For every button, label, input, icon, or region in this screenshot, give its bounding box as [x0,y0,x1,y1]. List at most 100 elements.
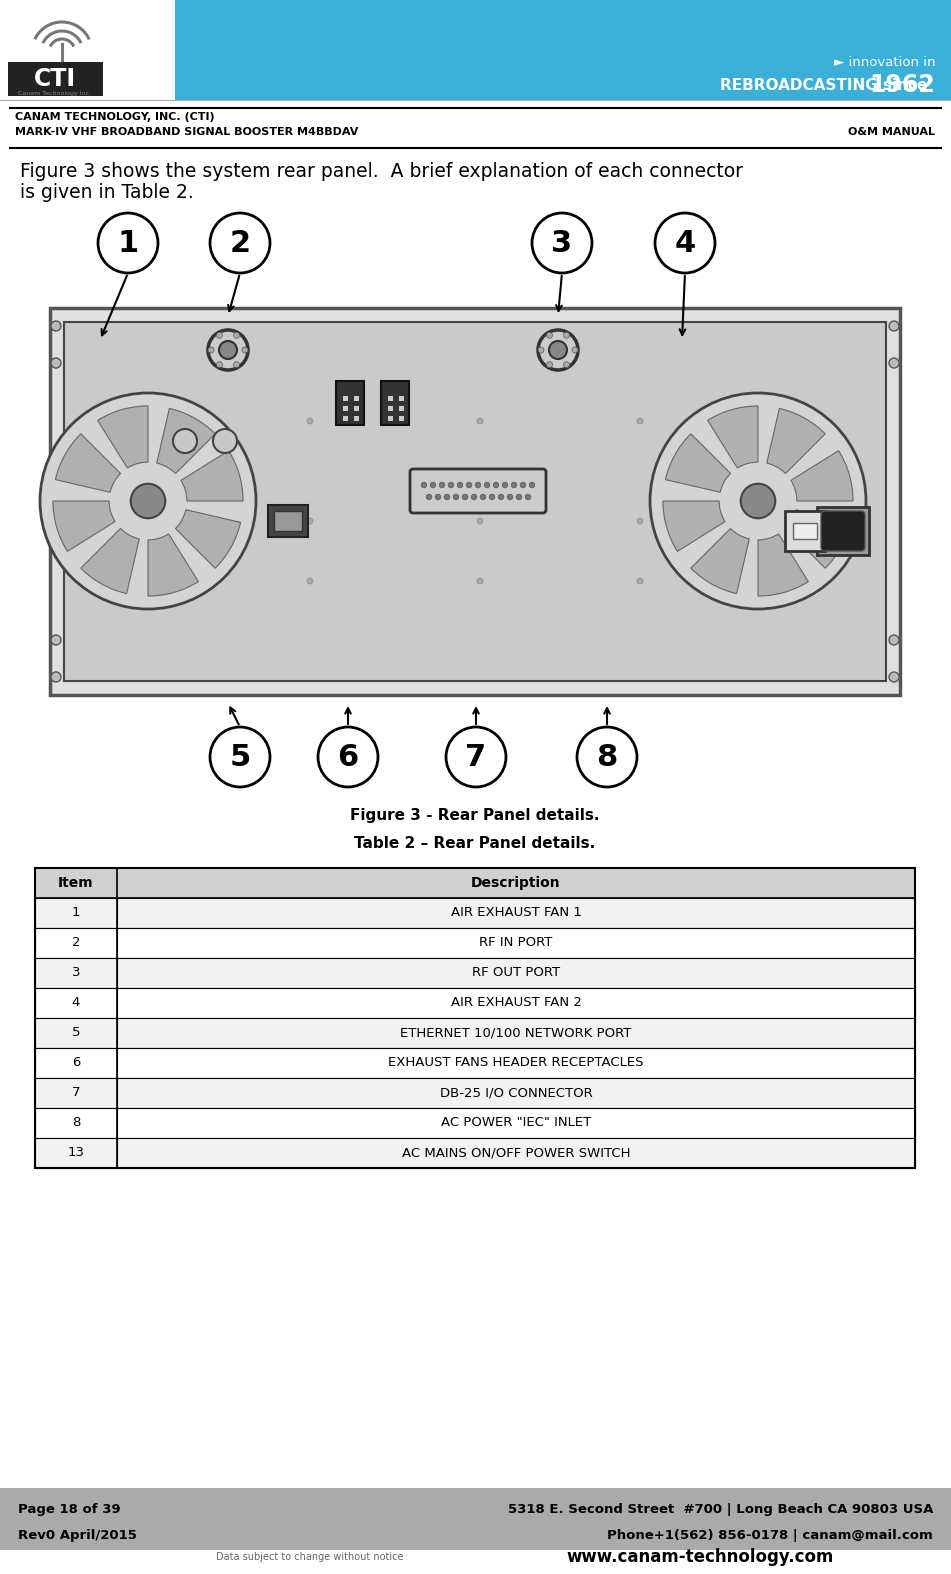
Circle shape [426,494,432,501]
Bar [381,381,409,425]
Bar [0,0,951,101]
Text: AIR EXHAUST FAN 2: AIR EXHAUST FAN 2 [451,996,581,1009]
Circle shape [130,483,165,518]
Text: MARK-IV VHF BROADBAND SIGNAL BOOSTER M4BBDAV: MARK-IV VHF BROADBAND SIGNAL BOOSTER M4B… [15,127,359,137]
Bar [268,505,308,537]
Text: 8: 8 [72,1116,80,1130]
Circle shape [454,494,458,501]
Circle shape [208,346,214,353]
Circle shape [307,578,313,584]
Circle shape [577,727,637,787]
Text: 2: 2 [229,228,250,258]
Circle shape [307,419,313,423]
Text: Page 18 of 39: Page 18 of 39 [18,1503,121,1516]
Circle shape [51,634,61,645]
Circle shape [51,672,61,682]
Circle shape [51,321,61,331]
FancyBboxPatch shape [410,469,546,513]
Circle shape [538,346,544,353]
Wedge shape [690,529,749,593]
Text: Figure 3 shows the system rear panel.  A brief explanation of each connector: Figure 3 shows the system rear panel. A … [20,162,743,181]
Circle shape [889,634,899,645]
Circle shape [444,494,450,501]
Circle shape [217,332,223,338]
Circle shape [213,430,237,453]
Bar [35,1018,915,1048]
Circle shape [564,362,570,368]
Bar [274,512,302,530]
Wedge shape [81,529,139,593]
Bar [785,512,825,551]
Bar [35,867,915,1168]
Wedge shape [53,501,115,551]
Text: 5: 5 [229,743,251,771]
Bar [8,61,103,96]
Circle shape [494,482,499,488]
Bar [0,1487,951,1550]
Bar [64,323,886,682]
Circle shape [307,518,313,524]
Text: Table 2 – Rear Panel details.: Table 2 – Rear Panel details. [355,836,595,852]
Circle shape [889,357,899,368]
Circle shape [208,331,248,370]
Circle shape [502,482,508,488]
Circle shape [637,578,643,584]
Circle shape [439,482,445,488]
Bar [35,1048,915,1078]
Circle shape [219,342,237,359]
Circle shape [446,727,506,787]
Wedge shape [708,406,758,467]
Bar [336,381,364,425]
Text: Description: Description [471,877,561,889]
Bar [35,1078,915,1108]
Text: CTI: CTI [34,68,76,91]
Text: 13: 13 [68,1146,85,1160]
Circle shape [547,332,553,338]
Bar [399,406,404,411]
Circle shape [507,494,513,501]
Text: Figure 3 - Rear Panel details.: Figure 3 - Rear Panel details. [350,807,600,823]
Circle shape [889,672,899,682]
Text: 6: 6 [338,743,359,771]
Circle shape [448,482,454,488]
Text: RF OUT PORT: RF OUT PORT [472,966,560,979]
Circle shape [525,494,531,501]
Text: 3: 3 [71,966,80,979]
Circle shape [498,494,504,501]
Circle shape [477,518,483,524]
Circle shape [421,482,427,488]
Bar [388,397,393,401]
Circle shape [512,482,516,488]
Wedge shape [666,434,730,493]
Bar [343,416,348,420]
Circle shape [457,482,463,488]
Bar [35,1138,915,1168]
Text: ► innovation in: ► innovation in [833,57,935,69]
Text: 6: 6 [72,1056,80,1069]
Circle shape [98,212,158,272]
Wedge shape [786,510,850,568]
Bar [35,1108,915,1138]
Text: Canam Technology Inc.: Canam Technology Inc. [18,90,91,96]
Text: 2: 2 [71,937,80,949]
Text: 1962: 1962 [869,72,935,98]
Circle shape [436,494,441,501]
Circle shape [741,483,775,518]
Text: DB-25 I/O CONNECTOR: DB-25 I/O CONNECTOR [439,1086,592,1100]
Wedge shape [791,450,853,501]
Text: AC POWER "IEC" INLET: AC POWER "IEC" INLET [441,1116,592,1130]
Circle shape [637,419,643,423]
Wedge shape [767,408,825,474]
Circle shape [51,357,61,368]
Circle shape [242,346,248,353]
Circle shape [477,578,483,584]
Text: is given in Table 2.: is given in Table 2. [20,183,194,201]
Text: AIR EXHAUST FAN 1: AIR EXHAUST FAN 1 [451,907,581,919]
Circle shape [547,362,553,368]
Text: CANAM TECHNOLOGY, INC. (CTI): CANAM TECHNOLOGY, INC. (CTI) [15,112,215,123]
Bar [388,406,393,411]
Text: 8: 8 [596,743,617,771]
Circle shape [466,482,472,488]
Circle shape [430,482,436,488]
Bar [343,397,348,401]
